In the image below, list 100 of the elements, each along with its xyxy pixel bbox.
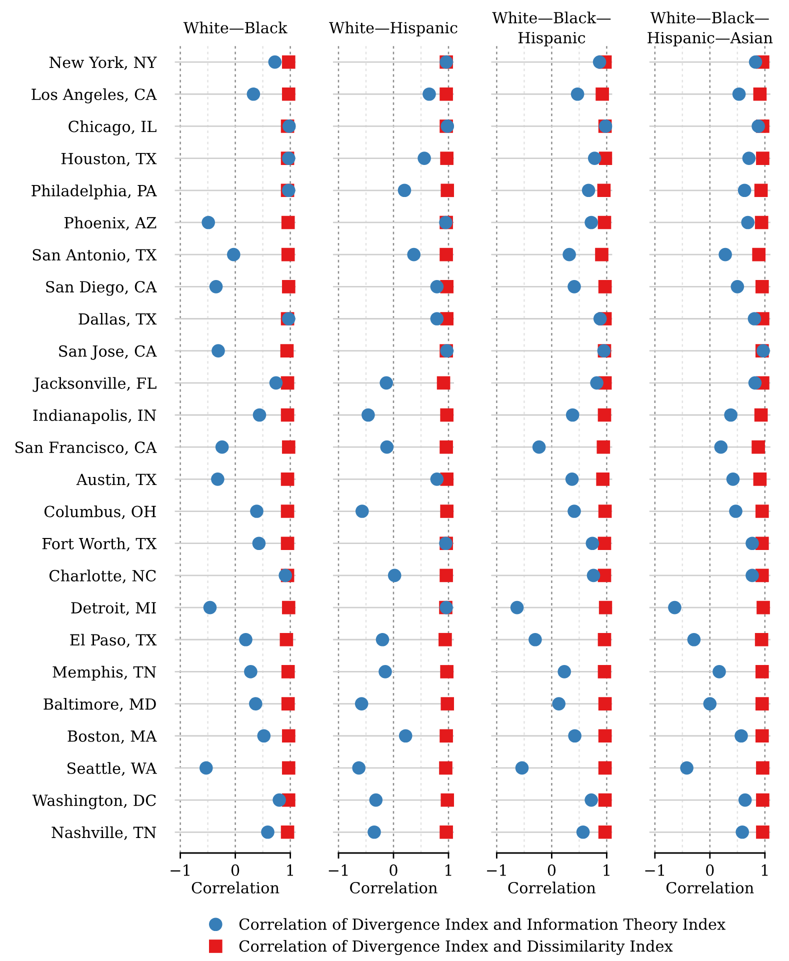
point [730,280,744,294]
point [440,697,454,710]
point [282,280,296,294]
point [280,344,294,358]
point [250,504,264,518]
point [368,825,381,839]
point [282,87,296,101]
point [552,697,566,710]
y-tick-label: Indianapolis, IN [33,409,156,424]
point [755,280,769,294]
y-tick-label: Washington, DC [32,794,156,810]
point [590,376,604,390]
x-tick-label: 0 [706,864,714,876]
x-tick-label: −1 [170,864,190,876]
point [741,216,755,230]
x-axis-title: Correlation [508,882,596,894]
point [754,408,768,422]
point [388,568,402,582]
point [354,697,368,710]
point [748,376,762,390]
x-tick-label: 1 [762,864,768,876]
point [598,761,612,775]
point [212,344,225,358]
point [598,729,612,743]
point [596,440,610,454]
point [753,472,767,486]
point [598,632,612,646]
point [440,665,454,678]
point [742,152,756,165]
y-tick-label: San Jose, CA [59,345,157,360]
point [754,632,768,646]
x-tick-label: 0 [231,864,240,876]
point [515,761,529,775]
point [582,184,596,198]
y-tick-label: New York, NY [49,56,157,70]
point [203,600,217,614]
point [440,152,454,165]
point [703,697,717,710]
y-tick-label: Los Angeles, CA [32,88,157,104]
x-axis-title: Correlation [350,882,438,894]
point [398,184,412,198]
point [376,632,390,646]
point [239,632,252,646]
y-tick-label: Dallas, TX [78,312,157,327]
point [598,825,612,839]
point [281,697,295,710]
y-tick-label: Nashville, TN [52,826,156,840]
point [510,600,524,614]
point [280,536,294,550]
point [586,536,600,550]
point [269,376,283,390]
point [732,87,746,101]
point [754,216,768,230]
x-tick-label: 0 [548,864,556,876]
point [422,87,436,101]
point [440,825,453,839]
point [362,408,375,422]
chart-title: White—Hispanic [329,22,458,36]
y-tick-label: Charlotte, NC [49,570,156,584]
point [756,600,770,614]
point [729,504,742,518]
point [532,440,546,454]
point [584,793,598,807]
point [597,184,611,198]
point [430,312,444,326]
y-tick-label: Houston, TX [61,152,157,166]
point [748,55,762,69]
y-tick-label: San Diego, CA [46,281,157,296]
point [714,440,728,454]
point [378,665,392,678]
point [440,504,454,518]
point [562,248,576,262]
point [736,825,750,839]
y-tick-label: Boston, MA [68,730,157,744]
point [440,87,453,101]
point [756,793,770,807]
point [598,600,612,614]
point [282,729,296,743]
y-tick-label: San Antonio, TX [32,249,157,262]
point [754,184,768,198]
point [352,761,366,775]
x-axis-title: Correlation [192,882,280,894]
y-tick-label: Fort Worth, TX [42,538,157,552]
point [566,408,580,422]
point [380,376,394,390]
point [440,568,453,582]
point [592,55,606,69]
point [753,87,767,101]
point [756,761,770,775]
point [440,729,453,743]
x-tick-label: 1 [287,864,293,876]
y-tick-label: San Francisco, CA [15,442,157,455]
point [718,248,732,262]
point [440,248,453,262]
point [595,248,608,262]
point [712,665,726,678]
x-tick-label: −1 [645,864,664,876]
point [734,729,748,743]
point [211,472,224,486]
point [407,248,421,262]
